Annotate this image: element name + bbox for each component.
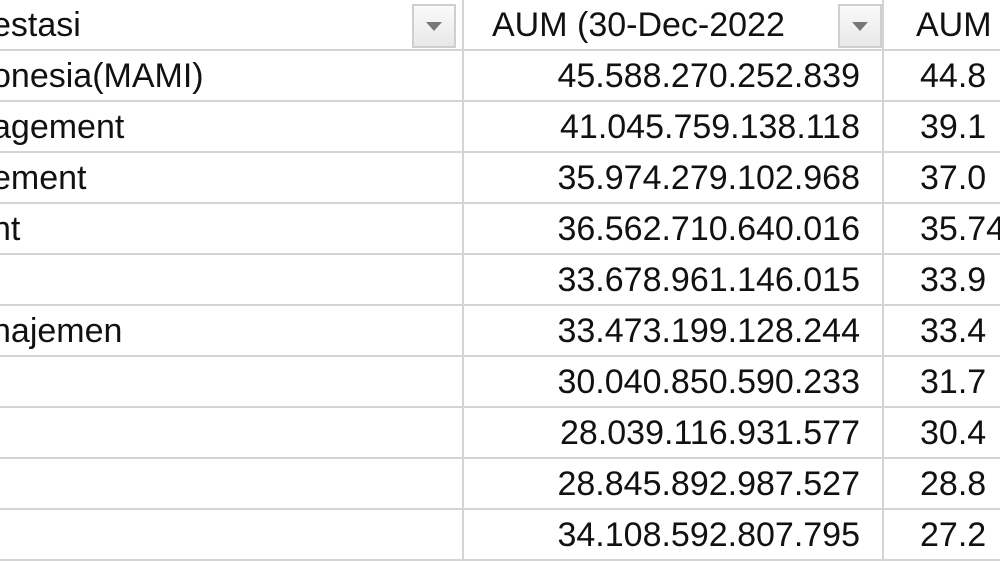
table-row: nt 36.562.710.640.016 35.74: [0, 204, 1000, 255]
cell-aum-2022[interactable]: 35.974.279.102.968: [462, 153, 882, 202]
cell-name[interactable]: ement: [0, 159, 87, 197]
cell-name[interactable]: agement: [0, 108, 125, 146]
cell-name[interactable]: [0, 408, 462, 457]
table-row: 33.678.961.146.015 33.9: [0, 255, 1000, 306]
cell-name[interactable]: [0, 459, 462, 508]
cell-aum-2022[interactable]: 41.045.759.138.118: [462, 102, 882, 151]
cell-aum-next[interactable]: 30.4: [882, 408, 1000, 457]
cell-aum-next[interactable]: 28.8: [882, 459, 1000, 508]
cell-aum-2022[interactable]: 28.039.116.931.577: [462, 408, 882, 457]
cell-aum-2022[interactable]: 33.678.961.146.015: [462, 255, 882, 304]
cell-aum-next[interactable]: 39.1: [882, 102, 1000, 151]
cell-aum-2022[interactable]: 36.562.710.640.016: [462, 204, 882, 253]
dropdown-arrow-icon: [426, 21, 442, 31]
cell-aum-next[interactable]: 27.2: [882, 510, 1000, 559]
header-cell-aum-2022[interactable]: AUM (30-Dec-2022: [462, 0, 882, 49]
table-row: 28.845.892.987.527 28.8: [0, 459, 1000, 510]
table-row: agement 41.045.759.138.118 39.1: [0, 102, 1000, 153]
header-row: estasi AUM (30-Dec-2022 AUM: [0, 0, 1000, 51]
cell-aum-next[interactable]: 44.8: [882, 51, 1000, 100]
filter-dropdown-button[interactable]: [838, 4, 882, 48]
cell-aum-2022[interactable]: 30.040.850.590.233: [462, 357, 882, 406]
cell-name[interactable]: [0, 510, 462, 559]
header-cell-name[interactable]: estasi: [0, 0, 462, 49]
cell-aum-next[interactable]: 31.7: [882, 357, 1000, 406]
cell-aum-next[interactable]: 33.4: [882, 306, 1000, 355]
header-cell-aum-next[interactable]: AUM: [882, 0, 1000, 49]
cell-name[interactable]: nt: [0, 210, 21, 248]
table-row: najemen 33.473.199.128.244 33.4: [0, 306, 1000, 357]
cell-aum-2022[interactable]: 28.845.892.987.527: [462, 459, 882, 508]
cell-name[interactable]: onesia(MAMI): [0, 57, 204, 95]
table-row: ement 35.974.279.102.968 37.0: [0, 153, 1000, 204]
cell-aum-next[interactable]: 35.74: [882, 204, 1000, 253]
table-row: 30.040.850.590.233 31.7: [0, 357, 1000, 408]
cell-aum-next[interactable]: 33.9: [882, 255, 1000, 304]
cell-aum-next[interactable]: 37.0: [882, 153, 1000, 202]
table-row: 34.108.592.807.795 27.2: [0, 510, 1000, 561]
cell-name[interactable]: najemen: [0, 312, 123, 350]
filter-dropdown-button[interactable]: [412, 4, 456, 48]
cell-aum-2022[interactable]: 45.588.270.252.839: [462, 51, 882, 100]
cell-aum-2022[interactable]: 33.473.199.128.244: [462, 306, 882, 355]
cell-aum-2022[interactable]: 34.108.592.807.795: [462, 510, 882, 559]
cell-name[interactable]: [0, 255, 462, 304]
dropdown-arrow-icon: [852, 21, 868, 31]
table-row: onesia(MAMI) 45.588.270.252.839 44.8: [0, 51, 1000, 102]
cell-name[interactable]: [0, 357, 462, 406]
table-row: 28.039.116.931.577 30.4: [0, 408, 1000, 459]
